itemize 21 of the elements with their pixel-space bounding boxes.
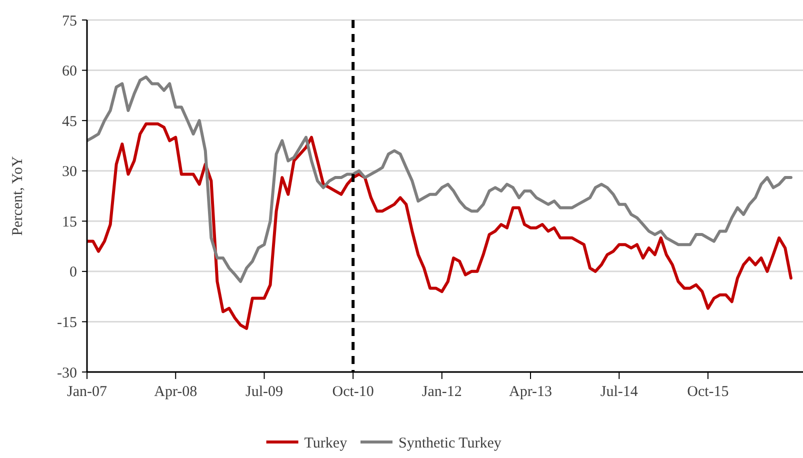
x-tick-label: Jan-12 [422,384,462,400]
x-tick-label: Jul-09 [246,384,283,400]
y-tick-label: 30 [62,164,77,180]
legend-label: Synthetic Turkey [398,435,502,452]
x-tick-label: Jul-14 [600,384,638,400]
legend-label: Turkey [304,435,348,452]
y-tick-label: 15 [62,214,77,230]
line-series [87,75,792,283]
line-series [87,122,792,330]
x-tick-label: Oct-15 [687,384,729,400]
x-tick-label: Apr-13 [509,384,552,400]
x-tick-label: Jan-07 [67,384,108,400]
y-tick-label: 0 [70,264,77,281]
x-tick-label: Apr-08 [154,384,198,400]
y-tick-label: 45 [62,114,77,130]
y-tick-label: -30 [57,365,77,382]
x-tick-label: Oct-10 [332,384,374,400]
y-tick-label: 60 [62,64,77,80]
y-tick-label: 75 [62,13,77,30]
y-tick-label: -15 [57,314,77,331]
y-axis-title: Percent, YoY [10,156,26,236]
